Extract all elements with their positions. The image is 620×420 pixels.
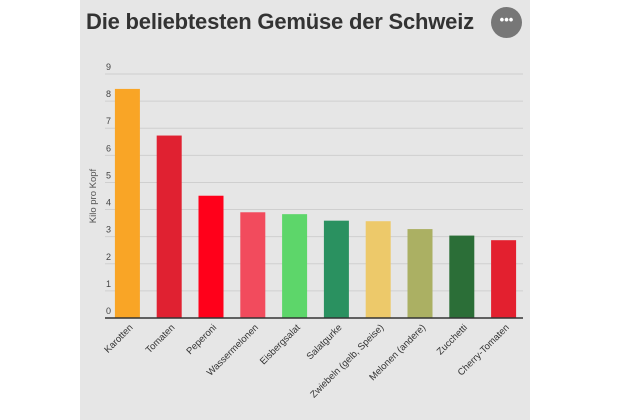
bar-wassermelonen (240, 212, 266, 318)
y-tick-label: 4 (106, 198, 111, 208)
bar-cherry-tomaten (491, 240, 517, 318)
more-horizontal-icon: ••• (499, 12, 514, 27)
x-tick-label: Zucchetti (435, 322, 470, 357)
y-tick-label: 0 (106, 306, 111, 316)
bar-melonen-andere- (407, 229, 433, 318)
bar-eisbergsalat (282, 214, 308, 318)
x-tick-label: Peperoni (184, 322, 219, 357)
y-tick-label: 7 (106, 116, 111, 126)
bar-karotten (114, 88, 140, 319)
y-tick-label: 2 (106, 252, 111, 262)
y-tick-label: 1 (106, 279, 111, 289)
chart-title: Die beliebtesten Gemüse der Schweiz (86, 9, 474, 34)
x-tick-label: Tomaten (144, 322, 178, 356)
y-tick-label: 8 (106, 89, 111, 99)
x-tick-label: Karotten (102, 322, 135, 355)
y-tick-label: 6 (106, 143, 111, 153)
more-options-button[interactable]: ••• (491, 7, 522, 38)
x-tick-label: Salatgurke (305, 322, 345, 362)
bar-peperoni (198, 195, 224, 318)
bar-zwiebeln-gelb-speise- (365, 221, 391, 318)
x-tick-label: Eisbergsalat (258, 322, 303, 367)
bar-zucchetti (449, 235, 475, 318)
x-tick-label: Zwiebeln (gelb, Speise) (308, 322, 386, 400)
y-axis-label: Kilo pro Kopf (88, 168, 99, 223)
y-tick-label: 3 (106, 225, 111, 235)
y-tick-label: 5 (106, 170, 111, 180)
bar-tomaten (156, 135, 182, 318)
bar-salatgurke (323, 220, 349, 318)
y-tick-label: 9 (106, 62, 111, 72)
